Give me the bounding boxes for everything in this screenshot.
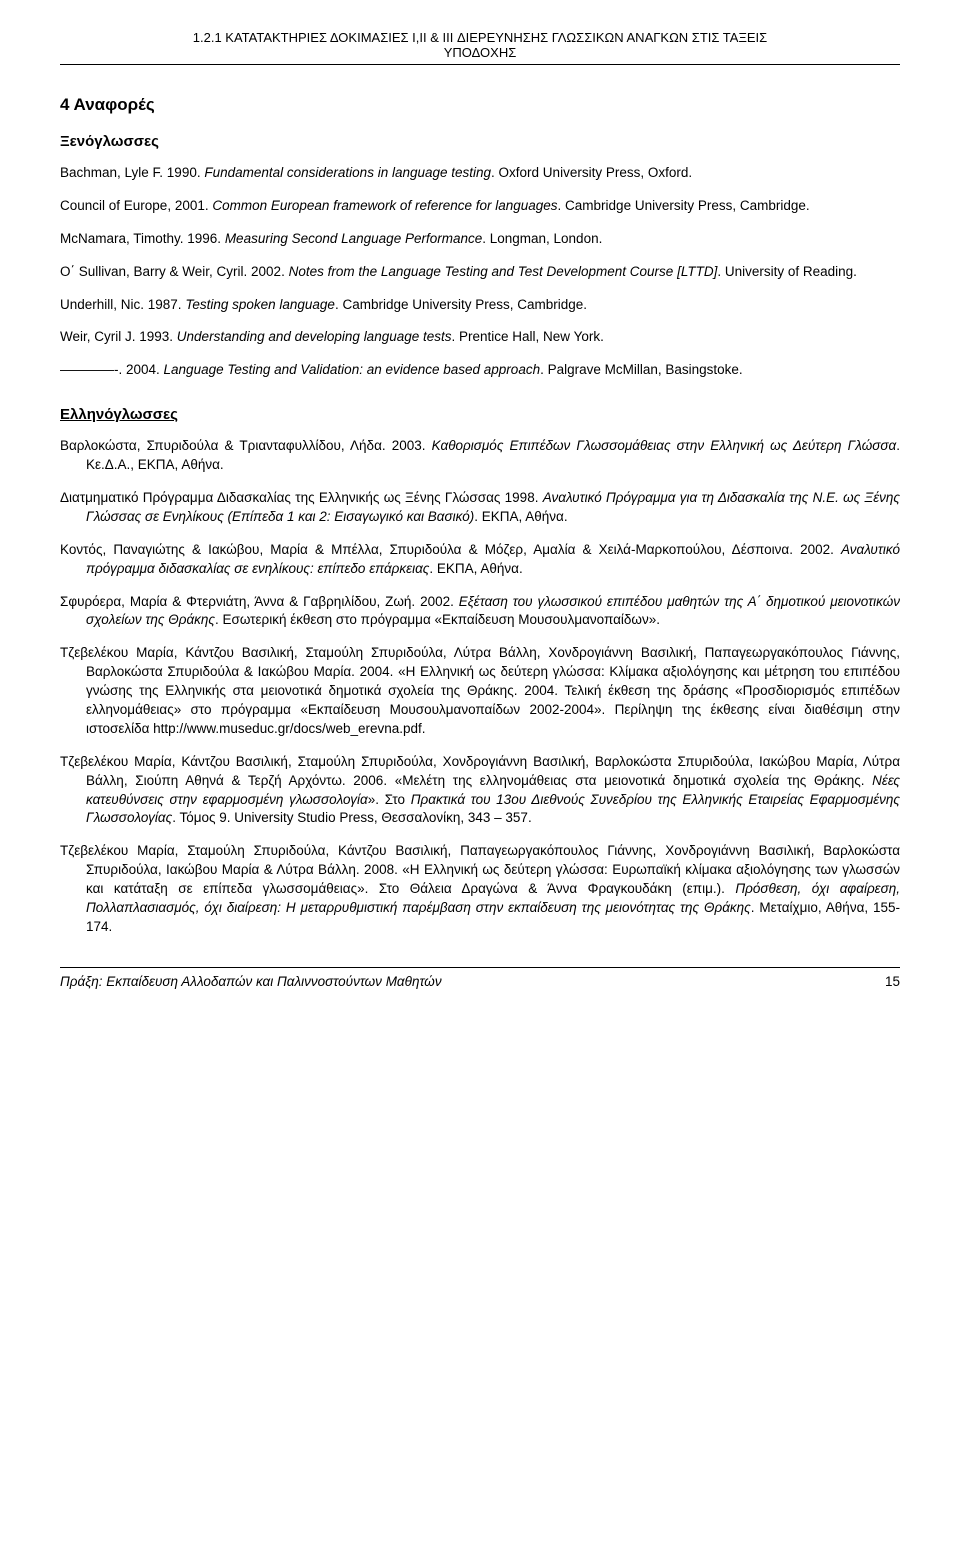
reference-item: Κοντός, Παναγιώτης & Ιακώβου, Μαρία & Μπ… xyxy=(60,541,900,579)
subsection-greek: Ελληνόγλωσσες xyxy=(60,406,900,423)
ref-title: Measuring Second Language Performance xyxy=(225,231,482,246)
ref-pre: Council of Europe, 2001. xyxy=(60,198,212,213)
page-header: 1.2.1 ΚΑΤΑΤΑΚΤΗΡΙΕΣ ΔΟΚΙΜΑΣΙΕΣ I,II & II… xyxy=(60,30,900,65)
reference-item: O΄ Sullivan, Barry & Weir, Cyril. 2002. … xyxy=(60,263,900,282)
reference-item: Weir, Cyril J. 1993. Understanding and d… xyxy=(60,328,900,347)
greek-references-list: Βαρλοκώστα, Σπυριδούλα & Τριανταφυλλίδου… xyxy=(60,437,900,937)
section-title: 4 Αναφορές xyxy=(60,95,900,115)
ref-post: . Longman, London. xyxy=(482,231,602,246)
ref-title: Testing spoken language xyxy=(185,297,335,312)
ref-title: Language Testing and Validation: an evid… xyxy=(164,362,541,377)
page-footer: Πράξη: Εκπαίδευση Αλλοδαπών και Παλιννοσ… xyxy=(60,967,900,989)
reference-item: Τζεβελέκου Μαρία, Κάντζου Βασιλική, Σταμ… xyxy=(60,644,900,738)
ref-pre: Bachman, Lyle F. 1990. xyxy=(60,165,204,180)
header-line1: 1.2.1 ΚΑΤΑΤΑΚΤΗΡΙΕΣ ΔΟΚΙΜΑΣΙΕΣ I,II & II… xyxy=(60,30,900,45)
header-line2: ΥΠΟΔΟΧΗΣ xyxy=(60,45,900,60)
ref-pre: Weir, Cyril J. 1993. xyxy=(60,329,177,344)
footer-text: Πράξη: Εκπαίδευση Αλλοδαπών και Παλιννοσ… xyxy=(60,974,442,989)
subsection-foreign: Ξενόγλωσσες xyxy=(60,133,900,150)
ref-pre: McNamara, Timothy. 1996. xyxy=(60,231,225,246)
ref-post: . Oxford University Press, Oxford. xyxy=(491,165,692,180)
ref-title: Common European framework of reference f… xyxy=(212,198,557,213)
reference-item: Council of Europe, 2001. Common European… xyxy=(60,197,900,216)
reference-item: ————-. 2004. Language Testing and Valida… xyxy=(60,361,900,380)
ref-post: . Palgrave McMillan, Basingstoke. xyxy=(540,362,743,377)
ref-post: . University of Reading. xyxy=(717,264,857,279)
ref-title: Notes from the Language Testing and Test… xyxy=(289,264,718,279)
reference-item: Σφυρόερα, Μαρία & Φτερνιάτη, Άννα & Γαβρ… xyxy=(60,593,900,631)
reference-item: Τζεβελέκου Μαρία, Σταμούλη Σπυριδούλα, Κ… xyxy=(60,842,900,936)
ref-pre: Underhill, Nic. 1987. xyxy=(60,297,185,312)
ref-title: Understanding and developing language te… xyxy=(177,329,452,344)
reference-item: Bachman, Lyle F. 1990. Fundamental consi… xyxy=(60,164,900,183)
foreign-references-list: Bachman, Lyle F. 1990. Fundamental consi… xyxy=(60,164,900,380)
ref-post: . Prentice Hall, New York. xyxy=(452,329,604,344)
ref-pre: O΄ Sullivan, Barry & Weir, Cyril. 2002. xyxy=(60,264,289,279)
reference-item: Underhill, Nic. 1987. Testing spoken lan… xyxy=(60,296,900,315)
ref-post: . Cambridge University Press, Cambridge. xyxy=(558,198,810,213)
reference-item: McNamara, Timothy. 1996. Measuring Secon… xyxy=(60,230,900,249)
ref-post: . Cambridge University Press, Cambridge. xyxy=(335,297,587,312)
footer-page-number: 15 xyxy=(885,974,900,989)
reference-item: Βαρλοκώστα, Σπυριδούλα & Τριανταφυλλίδου… xyxy=(60,437,900,475)
ref-title: Fundamental considerations in language t… xyxy=(204,165,491,180)
reference-item: Διατμηματικό Πρόγραμμα Διδασκαλίας της Ε… xyxy=(60,489,900,527)
reference-item: Τζεβελέκου Μαρία, Κάντζου Βασιλική, Σταμ… xyxy=(60,753,900,829)
ref-pre: ————-. 2004. xyxy=(60,362,164,377)
